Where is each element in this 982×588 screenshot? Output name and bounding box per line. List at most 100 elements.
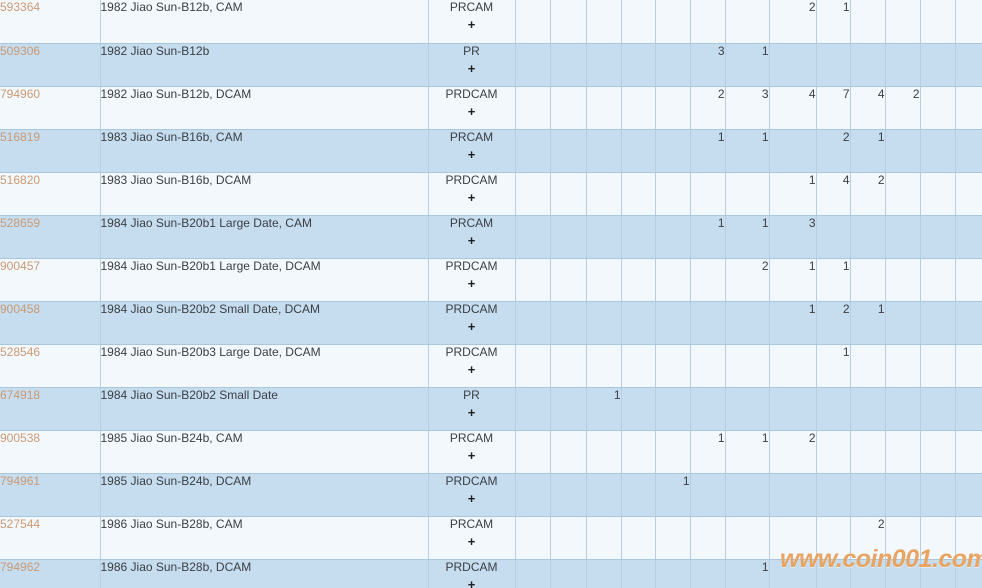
cell-population-count: 1: [769, 301, 817, 345]
coin-id-link[interactable]: 794961: [0, 473, 41, 488]
cell-population-count: [550, 516, 587, 560]
cell-population-count: 1: [690, 215, 726, 259]
grade-label: PRDCAM: [445, 172, 498, 187]
cell-population-count: [515, 516, 551, 560]
cell-population-count: [515, 430, 551, 474]
cell-grade-designation: PRCAM +: [428, 516, 516, 560]
cell-population-count: [690, 387, 726, 431]
cell-population-count: [655, 258, 691, 302]
cell-coin-name: 1984 Jiao Sun-B20b3 Large Date, DCAM: [100, 344, 429, 388]
cell-coin-id: 794962: [0, 559, 101, 588]
cell-total-count: 1: [955, 387, 982, 431]
cell-population-count: [816, 559, 851, 588]
cell-population-count: [769, 43, 817, 87]
cell-population-count: [769, 344, 817, 388]
cell-coin-id: 593364: [0, 0, 101, 44]
cell-population-count: [515, 473, 551, 517]
cell-coin-id: 794960: [0, 86, 101, 130]
cell-population-count: [621, 516, 656, 560]
cell-population-count: [769, 559, 817, 588]
cell-population-count: [769, 473, 817, 517]
cell-population-count: [850, 559, 886, 588]
coin-id-link[interactable]: 900538: [0, 430, 41, 445]
cell-population-count: [515, 387, 551, 431]
cell-population-count: [690, 344, 726, 388]
plus-grade-icon: +: [467, 60, 476, 76]
table-row: 593364 1982 Jiao Sun-B12b, CAM PRCAM +21 3: [0, 0, 982, 44]
cell-population-count: [920, 516, 956, 560]
plus-grade-icon: +: [467, 361, 476, 377]
cell-population-count: [621, 172, 656, 216]
plus-grade-icon: +: [467, 404, 476, 420]
cell-population-count: [725, 172, 770, 216]
cell-population-count: [586, 129, 622, 173]
plus-grade-icon: +: [467, 533, 476, 549]
cell-population-count: [586, 43, 622, 87]
cell-population-count: [655, 387, 691, 431]
cell-coin-name: 1986 Jiao Sun-B28b, DCAM: [100, 559, 429, 588]
coin-id-link[interactable]: 674918: [0, 387, 41, 402]
cell-population-count: [586, 559, 622, 588]
cell-population-count: [690, 559, 726, 588]
cell-coin-name: 1983 Jiao Sun-B16b, CAM: [100, 129, 429, 173]
cell-population-count: [690, 473, 726, 517]
cell-population-count: [586, 258, 622, 302]
cell-population-count: 1: [586, 387, 622, 431]
cell-total-count: 4: [955, 430, 982, 474]
cell-population-count: [850, 473, 886, 517]
coin-id-link[interactable]: 794962: [0, 559, 41, 574]
grade-label: PR: [463, 43, 480, 58]
cell-population-count: 4: [769, 86, 817, 130]
coin-id-link[interactable]: 516819: [0, 129, 41, 144]
coin-id-link[interactable]: 593364: [0, 0, 41, 14]
cell-grade-designation: PRDCAM +: [428, 344, 516, 388]
coin-id-link[interactable]: 527544: [0, 516, 41, 531]
cell-population-count: [920, 344, 956, 388]
cell-population-count: [586, 215, 622, 259]
cell-population-count: [920, 0, 956, 44]
plus-grade-icon: +: [467, 576, 476, 588]
plus-grade-icon: +: [467, 447, 476, 463]
cell-population-count: 2: [690, 86, 726, 130]
coin-id-link[interactable]: 794960: [0, 86, 41, 101]
cell-total-count: 1: [955, 344, 982, 388]
cell-population-count: 1: [725, 559, 770, 588]
cell-population-count: [621, 129, 656, 173]
cell-population-count: [885, 387, 921, 431]
cell-population-count: [920, 215, 956, 259]
cell-population-count: [920, 129, 956, 173]
coin-id-link[interactable]: 528546: [0, 344, 41, 359]
cell-grade-designation: PRCAM +: [428, 430, 516, 474]
cell-population-count: [885, 129, 921, 173]
cell-coin-name: 1984 Jiao Sun-B20b2 Small Date: [100, 387, 429, 431]
cell-population-count: [816, 430, 851, 474]
cell-population-count: [885, 43, 921, 87]
cell-population-count: [515, 301, 551, 345]
cell-population-count: [550, 301, 587, 345]
cell-population-count: [885, 516, 921, 560]
cell-population-count: [655, 301, 691, 345]
cell-population-count: [655, 344, 691, 388]
coin-id-link[interactable]: 900458: [0, 301, 41, 316]
coin-id-link[interactable]: 528659: [0, 215, 41, 230]
cell-population-count: [690, 172, 726, 216]
cell-population-count: [586, 86, 622, 130]
cell-population-count: [769, 387, 817, 431]
cell-coin-name: 1983 Jiao Sun-B16b, DCAM: [100, 172, 429, 216]
coin-id-link[interactable]: 516820: [0, 172, 41, 187]
cell-population-count: [725, 473, 770, 517]
cell-population-count: [586, 430, 622, 474]
cell-coin-name: 1984 Jiao Sun-B20b2 Small Date, DCAM: [100, 301, 429, 345]
cell-population-count: 2: [816, 129, 851, 173]
coin-id-link[interactable]: 509306: [0, 43, 41, 58]
cell-population-count: [920, 559, 956, 588]
cell-population-count: [550, 344, 587, 388]
cell-grade-designation: PRCAM +: [428, 215, 516, 259]
table-row: 794962 1986 Jiao Sun-B28b, DCAM PRDCAM +1 1: [0, 559, 982, 588]
cell-population-count: [725, 387, 770, 431]
cell-population-count: [586, 344, 622, 388]
cell-population-count: [550, 86, 587, 130]
coin-id-link[interactable]: 900457: [0, 258, 41, 273]
cell-population-count: [621, 86, 656, 130]
